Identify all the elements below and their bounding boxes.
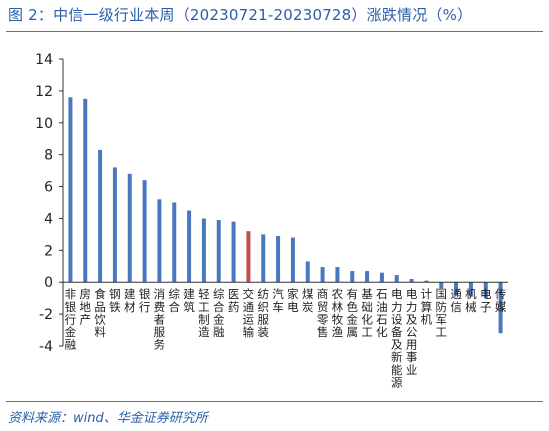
bar-3 — [112, 167, 117, 283]
category-label: 食品饮料 — [94, 287, 106, 339]
y-tick-label: 6 — [44, 180, 53, 196]
bar-13 — [261, 234, 266, 283]
category-label: 非银行金融 — [65, 287, 77, 351]
category-label: 机械 — [465, 287, 477, 314]
category-label: 基础化工 — [361, 287, 373, 339]
bar-10 — [216, 220, 221, 283]
y-tick-label: 14 — [35, 52, 53, 68]
y-tick-label: 0 — [44, 275, 53, 291]
category-label: 房地产 — [80, 287, 92, 326]
category-label: 建筑 — [183, 287, 195, 314]
category-label: 通信 — [450, 287, 462, 314]
bar-27 — [468, 282, 473, 297]
category-label: 综合 — [169, 287, 181, 314]
y-tick-label: 2 — [44, 243, 53, 259]
source-note: 资料来源：wind、华金证券研究所 — [8, 411, 208, 426]
bar-15 — [290, 237, 295, 283]
bar-28 — [483, 282, 488, 299]
category-label: 石油石化 — [376, 287, 388, 339]
category-label: 交通运输 — [243, 287, 255, 339]
bar-19 — [350, 271, 355, 283]
category-label: 银行 — [139, 287, 151, 314]
y-tick-label: 4 — [44, 211, 53, 227]
bar-7 — [172, 202, 177, 283]
category-label: 综合金融 — [213, 287, 225, 339]
title-rule — [6, 31, 543, 32]
bar-18 — [335, 267, 340, 283]
bar-9 — [201, 218, 206, 283]
category-label: 商贸零售 — [317, 287, 329, 339]
category-label: 计算机 — [421, 287, 433, 326]
category-label: 建材 — [124, 287, 136, 314]
bar-20 — [365, 271, 370, 283]
y-tick-label: -2 — [39, 307, 53, 323]
category-label: 有色金属 — [347, 287, 359, 339]
y-axis: -4 -2 0 2 4 6 8 10 12 14 — [35, 52, 64, 355]
category-label: 国防军工 — [436, 287, 448, 339]
category-label: 汽车 — [272, 287, 284, 314]
bar-12 — [246, 231, 251, 283]
bar-4 — [127, 173, 132, 283]
category-label: 医药 — [228, 287, 240, 314]
bar-2 — [98, 149, 103, 283]
category-label: 消费者服务 — [154, 287, 166, 351]
y-tick-label: 8 — [44, 148, 53, 164]
bar-25 — [439, 282, 444, 289]
bar-1 — [83, 98, 88, 283]
category-label: 家电 — [287, 287, 299, 314]
category-label: 纺织服装 — [258, 287, 270, 339]
bar-24 — [424, 280, 429, 283]
y-tick-label: -4 — [39, 339, 53, 355]
category-label: 电力及公用事业 — [406, 287, 418, 377]
bar-22 — [394, 275, 399, 283]
category-label: 煤炭 — [302, 287, 314, 314]
category-label: 轻工制造 — [198, 287, 210, 339]
y-tick-label: 10 — [35, 116, 53, 132]
bar-0 — [68, 97, 73, 283]
category-labels: 非银行金融房地产食品饮料钢铁建材银行消费者服务综合建筑轻工制造综合金融医药交通运… — [65, 287, 507, 389]
bar-11 — [231, 221, 236, 283]
bar-6 — [157, 199, 162, 283]
category-label: 传媒 — [495, 287, 507, 314]
bar-23 — [409, 279, 414, 283]
category-label: 电力设备及新能源 — [391, 287, 403, 389]
category-label: 电子 — [480, 287, 492, 314]
chart-title: 图 2：中信一级行业本周（20230721-20230728）涨跌情况（%） — [8, 6, 473, 24]
bar-26 — [454, 282, 459, 295]
category-label: 钢铁 — [109, 287, 121, 314]
bar-21 — [379, 272, 384, 283]
bar-8 — [187, 210, 192, 283]
bar-17 — [320, 267, 325, 283]
bar-29 — [498, 282, 503, 334]
bar-5 — [142, 180, 147, 283]
bars — [68, 97, 503, 334]
source-rule — [6, 401, 543, 402]
bar-16 — [305, 261, 310, 283]
bar-14 — [276, 235, 281, 283]
y-tick-label: 12 — [35, 84, 53, 100]
category-label: 农林牧渔 — [332, 287, 344, 339]
